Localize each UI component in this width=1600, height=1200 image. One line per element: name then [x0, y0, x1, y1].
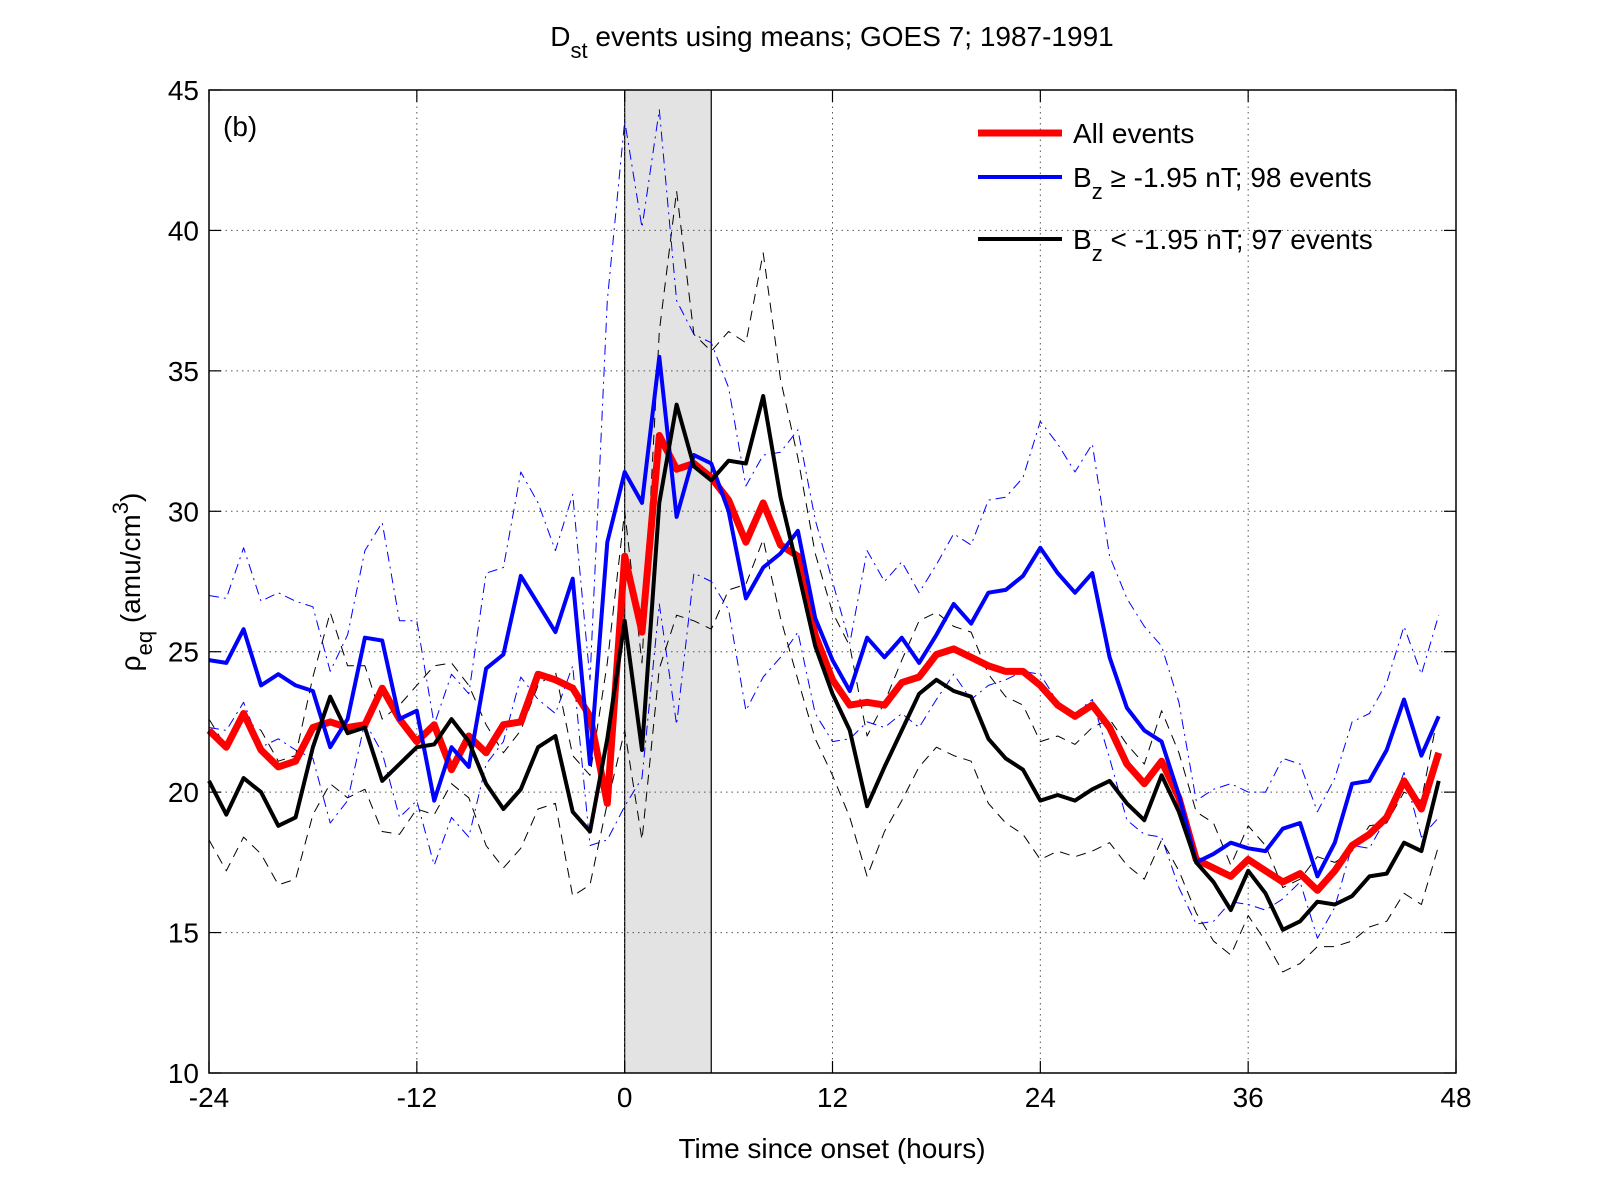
- y-tick-label: 40: [168, 215, 199, 246]
- chart-title: Dst events using means; GOES 7; 1987-199…: [550, 21, 1113, 63]
- series-line: [208, 538, 1440, 973]
- chart-title-part: events using means; GOES 7; 1987-1991: [588, 21, 1114, 52]
- chart-title-part: st: [571, 38, 588, 63]
- x-tick-label: 24: [1025, 1082, 1056, 1113]
- y-tick-label: 35: [168, 356, 199, 387]
- legend-label-part: z: [1092, 241, 1103, 266]
- legend-label-part: All events: [1073, 118, 1194, 149]
- legend-label-part: B: [1073, 162, 1092, 193]
- y-tick-label: 15: [168, 918, 199, 949]
- x-tick-label: -24: [189, 1082, 229, 1113]
- y-tick-label: 10: [168, 1058, 199, 1089]
- legend-label: All events: [1073, 118, 1194, 149]
- annotation: (b): [223, 111, 257, 142]
- y-axis-label-part: (amu/cm: [115, 514, 146, 631]
- legend-label-part: z: [1092, 179, 1103, 204]
- y-axis-label-part: 3: [108, 502, 133, 514]
- shaded-region: [624, 90, 712, 1073]
- y-axis-label-part: eq: [132, 631, 157, 655]
- y-tick-label: 30: [168, 496, 199, 527]
- legend-label: Bz ≥ -1.95 nT; 98 events: [1073, 162, 1372, 204]
- chart-title-part: D: [550, 21, 570, 52]
- legend-label-part: ≥ -1.95 nT; 98 events: [1103, 162, 1372, 193]
- y-axis-label-part: ): [115, 493, 146, 502]
- y-tick-label: 20: [168, 777, 199, 808]
- x-tick-label: 48: [1440, 1082, 1471, 1113]
- x-tick-label: 36: [1233, 1082, 1264, 1113]
- series-line: [208, 190, 1440, 889]
- legend-label: Bz < -1.95 nT; 97 events: [1073, 224, 1373, 266]
- y-tick-label: 45: [168, 75, 199, 106]
- series-line: [208, 354, 1441, 879]
- series-line: [208, 109, 1440, 813]
- y-axis-label: ρeq (amu/cm3): [108, 493, 157, 672]
- series-line: [206, 432, 1443, 894]
- y-tick-label: 25: [168, 637, 199, 668]
- series-line: [207, 394, 1441, 932]
- legend-label-part: B: [1073, 224, 1092, 255]
- x-tick-label: 0: [617, 1082, 633, 1113]
- x-tick-label: 12: [817, 1082, 848, 1113]
- x-tick-label: -12: [397, 1082, 437, 1113]
- y-axis-label-part: ρ: [115, 655, 146, 671]
- plot-frame: [208, 89, 1457, 1074]
- x-axis-label: Time since onset (hours): [678, 1133, 985, 1164]
- legend-label-part: < -1.95 nT; 97 events: [1103, 224, 1373, 255]
